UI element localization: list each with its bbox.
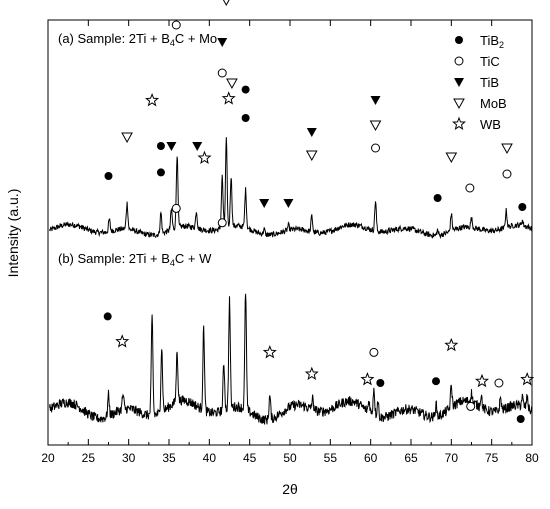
phase-marker-open-star (221, 91, 236, 105)
legend-label: WB (480, 117, 501, 132)
phase-marker-filled-circle (156, 142, 165, 150)
x-tick-label: 50 (283, 451, 297, 465)
panel-label-a: (a) Sample: 2Ti + B4C + Mo (58, 31, 217, 48)
phase-marker-filled-circle (241, 85, 250, 94)
phase-marker-open-circle (502, 169, 512, 179)
series-line-b (49, 293, 533, 425)
phase-marker-open-star (197, 150, 212, 165)
phase-marker-open-triangle-down (305, 150, 318, 162)
legend-label: MoB (480, 96, 507, 111)
phase-marker-open-triangle-down (445, 152, 458, 164)
phase-marker-filled-circle (104, 172, 113, 180)
phase-marker-open-circle (217, 68, 227, 78)
phase-marker-open-triangle-down (222, 0, 230, 7)
x-tick-label: 45 (243, 451, 257, 465)
phase-marker-filled-triangle-down (306, 128, 317, 137)
legend-label: TiB (480, 75, 499, 90)
phase-marker-open-star (304, 366, 319, 381)
y-axis-label: Intensity (a.u.) (5, 189, 21, 278)
legend-filled-triangle-down-icon (454, 78, 464, 87)
legend-label: TiB2 (480, 33, 504, 50)
panel-label-b: (b) Sample: 2Ti + B4C + W (58, 251, 212, 268)
legend-open-circle-icon (454, 56, 464, 66)
phase-marker-open-circle (369, 347, 379, 357)
phase-marker-open-star (360, 372, 375, 386)
x-tick-label: 70 (445, 451, 459, 465)
phase-marker-open-triangle-down (226, 78, 238, 90)
phase-marker-open-circle (217, 218, 227, 228)
legend-filled-circle-icon (455, 36, 463, 44)
x-tick-label: 65 (404, 451, 418, 465)
phase-marker-open-circle (465, 183, 475, 193)
legend-label: TiC (480, 54, 500, 69)
phase-marker-filled-circle (516, 415, 525, 423)
series-line-a (49, 137, 533, 240)
phase-marker-open-circle (494, 378, 504, 388)
phase-marker-filled-circle (241, 114, 250, 122)
x-tick-label: 75 (485, 451, 499, 465)
phase-marker-filled-triangle-down (259, 199, 270, 208)
phase-marker-open-star (115, 334, 130, 348)
phase-marker-filled-circle (518, 203, 527, 211)
x-tick-label: 60 (364, 451, 378, 465)
phase-marker-open-circle (171, 203, 181, 213)
x-tick-label: 40 (203, 451, 217, 465)
x-tick-label: 25 (82, 451, 96, 465)
phase-marker-open-star (444, 337, 459, 352)
phase-marker-open-circle (371, 143, 381, 153)
x-axis-label: 2θ (282, 481, 298, 497)
phase-marker-filled-circle (103, 312, 112, 321)
x-tick-label: 80 (525, 451, 539, 465)
x-tick-label: 35 (162, 451, 176, 465)
phase-marker-filled-circle (432, 377, 441, 386)
phase-marker-filled-circle (376, 379, 385, 387)
x-tick-label: 20 (41, 451, 55, 465)
phase-marker-open-circle (466, 401, 476, 411)
phase-marker-open-star (145, 93, 160, 107)
x-tick-label: 55 (324, 451, 338, 465)
phase-marker-open-star (262, 345, 277, 359)
phase-marker-open-star (475, 373, 489, 388)
phase-marker-filled-triangle-down (166, 142, 177, 151)
phase-marker-filled-triangle-down (217, 38, 228, 47)
phase-marker-open-star (520, 372, 535, 386)
legend-open-star-icon (452, 116, 466, 131)
phase-marker-open-triangle-down (121, 132, 133, 144)
phase-marker-open-triangle-down (369, 120, 382, 132)
phase-marker-open-triangle-down (501, 143, 513, 155)
phase-marker-open-circle (171, 20, 181, 30)
phase-marker-filled-triangle-down (192, 142, 203, 151)
phase-marker-filled-triangle-down (283, 199, 294, 208)
phase-marker-filled-triangle-down (370, 96, 381, 105)
phase-marker-filled-circle (156, 168, 165, 177)
phase-marker-filled-circle (433, 194, 442, 202)
x-tick-label: 30 (122, 451, 136, 465)
legend-open-triangle-down-icon (453, 98, 465, 110)
